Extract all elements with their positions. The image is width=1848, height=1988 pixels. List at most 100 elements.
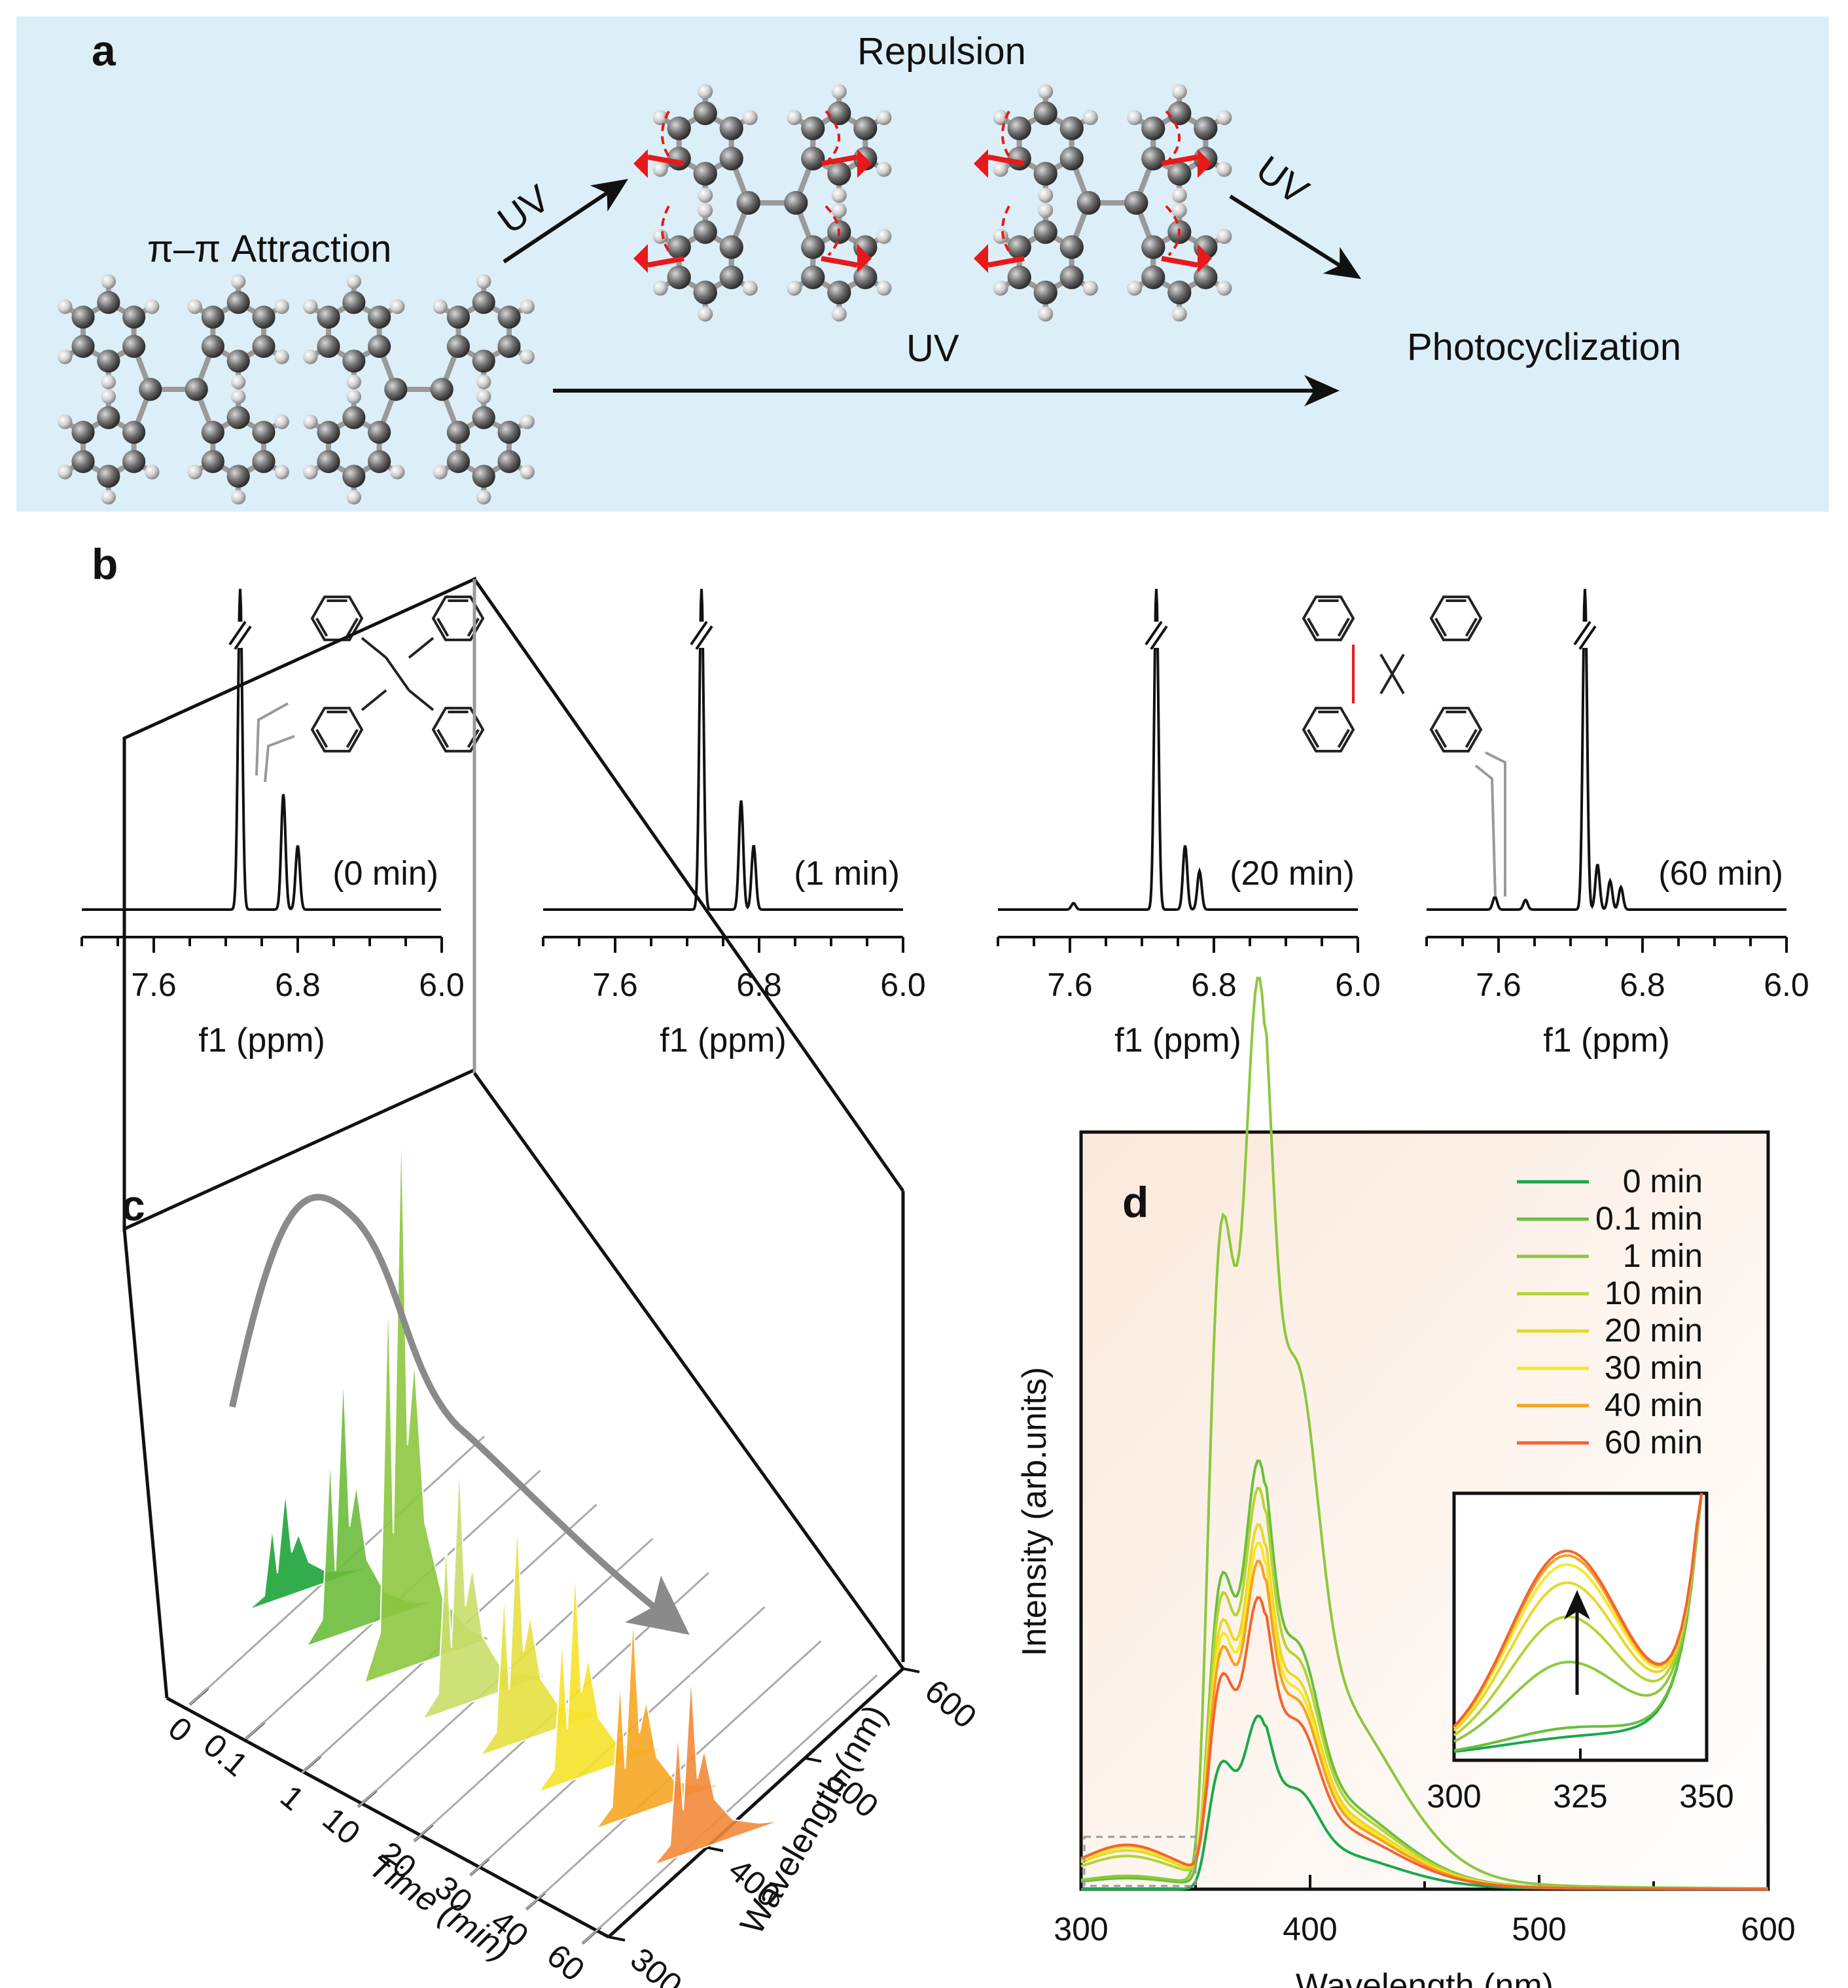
carbon-atom	[1194, 265, 1218, 289]
ppm-tick-label: 6.0	[1335, 967, 1381, 1003]
nmr-spectra: 7.6 6.8 6.0 f1 (ppm) (0 min) 7.6 6.8 6.0 f1 (ppm…	[80, 588, 1809, 1059]
hydrogen-atom	[1038, 187, 1054, 204]
assignment-line	[255, 702, 289, 776]
hydrogen-atom	[231, 389, 246, 404]
tpe-structure-icon	[255, 595, 485, 783]
hydrogen-atom	[433, 465, 448, 480]
legend-label: 60 min	[1605, 1424, 1703, 1461]
hydrogen-atom	[303, 465, 318, 480]
hydrogen-atom	[274, 465, 289, 480]
carbon-atom	[446, 334, 471, 358]
repulsion-arrow	[647, 154, 684, 166]
carbon-atom	[1033, 220, 1057, 244]
wavelength-tick	[608, 1936, 626, 1942]
axis-break	[690, 620, 708, 646]
bond	[1379, 653, 1405, 695]
ppm-tick-label: 7.6	[1476, 967, 1521, 1003]
axis-break-mask	[1145, 622, 1168, 648]
carbon-atom	[1007, 265, 1031, 289]
hydrogen-atom	[1171, 187, 1187, 204]
hydrogen-atom	[1171, 306, 1187, 322]
inset-line	[1453, 1493, 1703, 1752]
hydrogen-atom	[303, 299, 318, 314]
hydrogen-atom	[1217, 228, 1232, 244]
nmr-time-label: (0 min)	[332, 855, 438, 893]
carbon-atom	[827, 162, 851, 186]
hydrogen-atom	[1082, 280, 1098, 296]
carbon-atom	[827, 280, 851, 305]
hydrogen-atom	[187, 465, 202, 480]
hydrogen-atom	[742, 280, 758, 296]
inset-tick-label: 325	[1553, 1778, 1607, 1815]
repulsion-dash	[661, 205, 673, 257]
benzene-ring	[310, 595, 364, 641]
carbon-atom	[317, 306, 340, 329]
carbon-atom	[497, 450, 521, 474]
carbon-atom	[252, 421, 275, 444]
repulsion-label: Repulsion	[857, 30, 1026, 73]
carbon-atom	[1007, 116, 1031, 141]
carbon-atom	[1059, 116, 1084, 141]
hydrogen-atom	[787, 110, 802, 126]
carbon-atom	[122, 306, 146, 329]
inset-tick-label: 350	[1679, 1778, 1733, 1815]
carbon-atom	[801, 116, 825, 141]
carbon-atom	[71, 334, 95, 358]
hydrogen-atom	[876, 228, 892, 244]
hydrogen-atom	[520, 349, 535, 364]
carbon-atom	[342, 291, 366, 314]
x-axis-label: Wavelength (nm)	[1296, 1967, 1554, 1988]
repulsion-arrowhead	[857, 244, 872, 273]
carbon-atom	[1076, 190, 1101, 215]
ring-double-bond	[315, 728, 329, 748]
ppm-tick-label: 6.8	[1620, 967, 1665, 1003]
bond	[361, 637, 387, 659]
carbon-atom	[1194, 116, 1218, 141]
assignment-line	[1485, 751, 1506, 896]
carbon-atom	[1033, 162, 1057, 186]
axis-break-mask	[1573, 622, 1597, 648]
repulsion-dash	[825, 205, 840, 257]
hydrogen-atom	[101, 389, 116, 404]
hydrogen-atom	[433, 299, 448, 314]
carbon-atom	[853, 265, 878, 289]
axis-break	[1145, 620, 1163, 646]
benzene-ring	[1429, 595, 1483, 641]
benzene-ring	[1429, 707, 1483, 753]
legend-label: 0 min	[1623, 1163, 1703, 1199]
panel-a-label: a	[92, 26, 116, 75]
carbon-atom	[201, 421, 225, 444]
hydrogen-atom	[101, 374, 116, 389]
grid-line	[581, 1674, 878, 1945]
bond	[408, 637, 435, 659]
hydrogen-atom	[101, 489, 116, 505]
carbon-atom	[97, 291, 120, 314]
hydrogen-atom	[742, 110, 758, 126]
repulsion-dash	[1165, 110, 1181, 162]
hydrogen-atom	[1217, 110, 1232, 126]
carbon-atom	[784, 190, 808, 215]
emission-spectra-plot: d 300 400 500 600 Wavelength (nm) Intensity (a…	[1016, 976, 1796, 1988]
axis-break	[234, 625, 252, 650]
wavelength-tick	[804, 1756, 822, 1763]
wavelength-tick	[902, 1667, 920, 1673]
carbon-atom	[446, 421, 471, 444]
carbon-atom	[667, 116, 691, 141]
hydrogen-atom	[698, 84, 713, 99]
ppm-tick-label: 6.8	[275, 967, 321, 1003]
carbon-atom	[472, 406, 495, 429]
ring-double-bond	[1434, 618, 1448, 637]
bond	[361, 689, 387, 711]
hydrogen-atom	[58, 349, 73, 364]
uv-label-bottom: UV	[906, 327, 959, 370]
ring-double-bond	[1434, 729, 1448, 748]
carbon-atom	[1167, 162, 1192, 186]
vertical-edge	[122, 1228, 169, 1699]
ppm-axis-label: f1 (ppm)	[1114, 1021, 1241, 1059]
carbon-atom	[719, 265, 743, 289]
carbon-atom	[667, 235, 691, 259]
repulsion-dash	[1165, 205, 1181, 257]
hydrogen-atom	[876, 162, 892, 177]
axis-break-mask	[690, 622, 713, 648]
